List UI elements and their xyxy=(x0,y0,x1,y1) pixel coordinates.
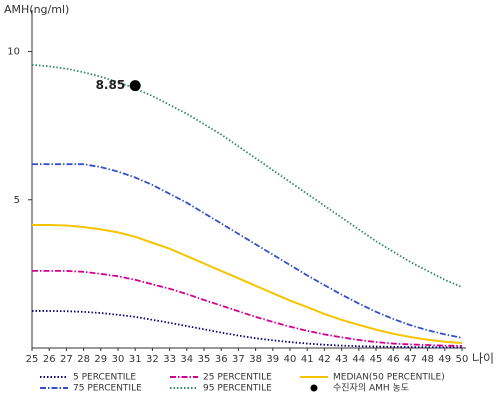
x-tick-label: 29 xyxy=(94,354,107,365)
x-tick-label: 37 xyxy=(232,354,245,365)
x-tick-label: 26 xyxy=(43,354,56,365)
x-tick-label: 43 xyxy=(335,354,348,365)
x-tick-label: 27 xyxy=(60,354,73,365)
x-tick-label: 28 xyxy=(77,354,90,365)
y-tick-label: 5 xyxy=(14,195,20,206)
legend-label: MEDIAN(50 PERCENTILE) xyxy=(333,373,445,383)
series-line xyxy=(32,310,462,349)
x-tick-label: 49 xyxy=(438,354,451,365)
x-tick-label: 31 xyxy=(129,354,142,365)
x-tick-label: 50 xyxy=(456,354,469,365)
legend-label: 25 PERCENTILE xyxy=(203,373,272,383)
x-axis-label: 나이 xyxy=(472,352,494,366)
patient-marker xyxy=(129,80,141,92)
x-tick-label: 33 xyxy=(163,354,176,365)
y-tick-label: 10 xyxy=(7,47,20,58)
legend-label: 5 PERCENTILE xyxy=(73,373,136,383)
y-axis-label: AMH(ng/ml) xyxy=(4,3,69,16)
x-tick-label: 25 xyxy=(26,354,39,365)
x-tick-label: 47 xyxy=(404,354,417,365)
patient-value-label: 8.85 xyxy=(96,78,126,92)
x-tick-label: 35 xyxy=(198,354,211,365)
x-tick-label: 42 xyxy=(318,354,331,365)
series-line xyxy=(32,223,463,344)
x-tick-label: 41 xyxy=(301,354,314,365)
x-tick-label: 30 xyxy=(112,354,125,365)
legend-label: 95 PERCENTILE xyxy=(203,384,272,394)
x-tick-label: 46 xyxy=(387,354,400,365)
x-tick-label: 44 xyxy=(352,354,365,365)
series-line xyxy=(32,270,463,347)
legend-label: 수진자의 AMH 농도 xyxy=(333,383,409,394)
x-tick-label: 34 xyxy=(180,354,193,365)
x-tick-label: 48 xyxy=(421,354,434,365)
x-tick-label: 40 xyxy=(284,354,297,365)
legend-label: 75 PERCENTILE xyxy=(73,384,142,394)
series-line xyxy=(31,63,463,289)
x-tick-label: 32 xyxy=(146,354,159,365)
legend-marker xyxy=(310,384,318,392)
x-tick-label: 38 xyxy=(249,354,262,365)
x-tick-label: 45 xyxy=(370,354,383,365)
x-tick-label: 36 xyxy=(215,354,228,365)
x-tick-label: 39 xyxy=(266,354,279,365)
series-line xyxy=(32,163,463,339)
